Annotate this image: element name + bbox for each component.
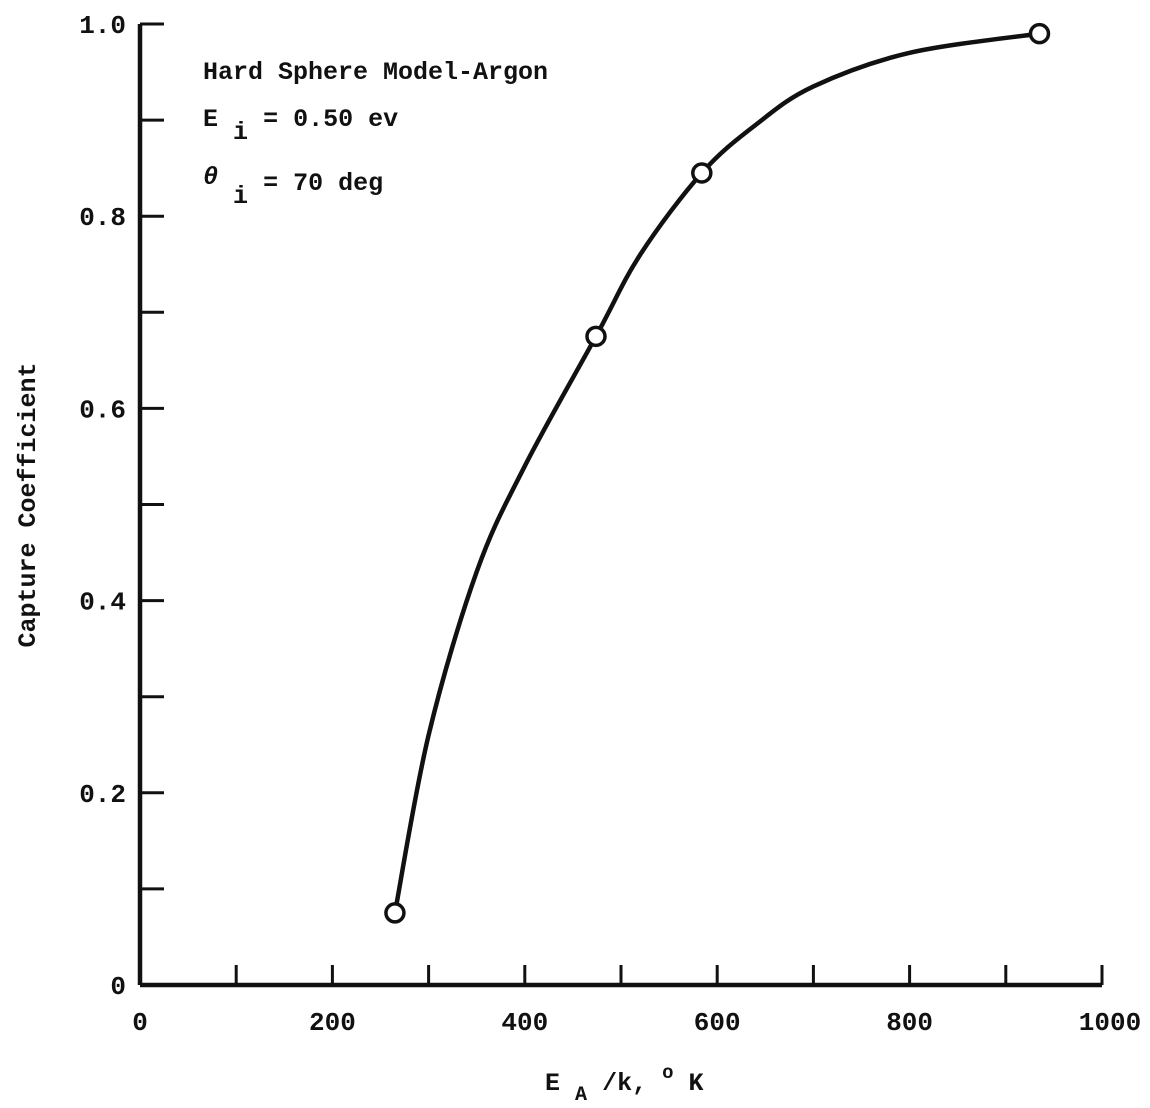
annotation-energy-value: = 0.50 ev	[263, 105, 398, 134]
annotation-angle-symbol: θ	[203, 163, 218, 192]
x-tick-label: 800	[886, 1008, 933, 1038]
x-axis-label-rest: /k,	[602, 1069, 662, 1098]
x-tick-label: 0	[132, 1008, 148, 1038]
annotation-angle-subscript: i	[233, 182, 248, 211]
y-axis-label: Capture Coefficient	[14, 362, 43, 647]
data-point-marker	[585, 325, 607, 348]
x-tick-label: 600	[694, 1008, 741, 1038]
annotation-angle-value: = 70 deg	[263, 169, 383, 198]
y-tick-label: 1.0	[79, 11, 126, 41]
annotation-energy-symbol: E	[203, 105, 218, 134]
y-tick-label: 0.6	[79, 395, 126, 425]
x-axis-label-unit: K	[689, 1069, 704, 1098]
x-tick-label: 1000	[1079, 1008, 1141, 1038]
x-tick-label: 200	[309, 1008, 356, 1038]
y-tick-label: 0	[110, 972, 126, 1002]
annotation-model: Hard Sphere Model-Argon	[203, 58, 548, 87]
tick-labels: 0 200 400 600 800 1000 0 0.2 0.4 0.6 0.8 1.0	[79, 11, 1141, 1038]
y-tick-label: 0.8	[79, 203, 126, 233]
fit-curve	[392, 31, 1042, 916]
x-axis-label-sub: A	[575, 1084, 587, 1107]
data-points	[384, 22, 1051, 924]
x-axis-label: E A /k, o K	[545, 1057, 704, 1108]
y-tick-label: 0.2	[79, 780, 126, 810]
annotation-energy: E i = 0.50 ev	[203, 105, 398, 147]
data-point-marker	[1028, 22, 1051, 45]
annotation-angle: θ i = 70 deg	[203, 163, 383, 211]
x-axis-label-main: E	[545, 1069, 560, 1098]
data-point-marker	[691, 162, 713, 184]
y-tick-label: 0.4	[79, 588, 126, 618]
data-point-marker	[384, 902, 406, 924]
x-tick-label: 400	[501, 1008, 548, 1038]
x-axis-label-degree: o	[662, 1062, 673, 1084]
ticks	[140, 22, 1104, 985]
annotation-block: Hard Sphere Model-Argon E i = 0.50 ev θ …	[203, 58, 548, 211]
annotation-energy-subscript: i	[233, 118, 248, 147]
